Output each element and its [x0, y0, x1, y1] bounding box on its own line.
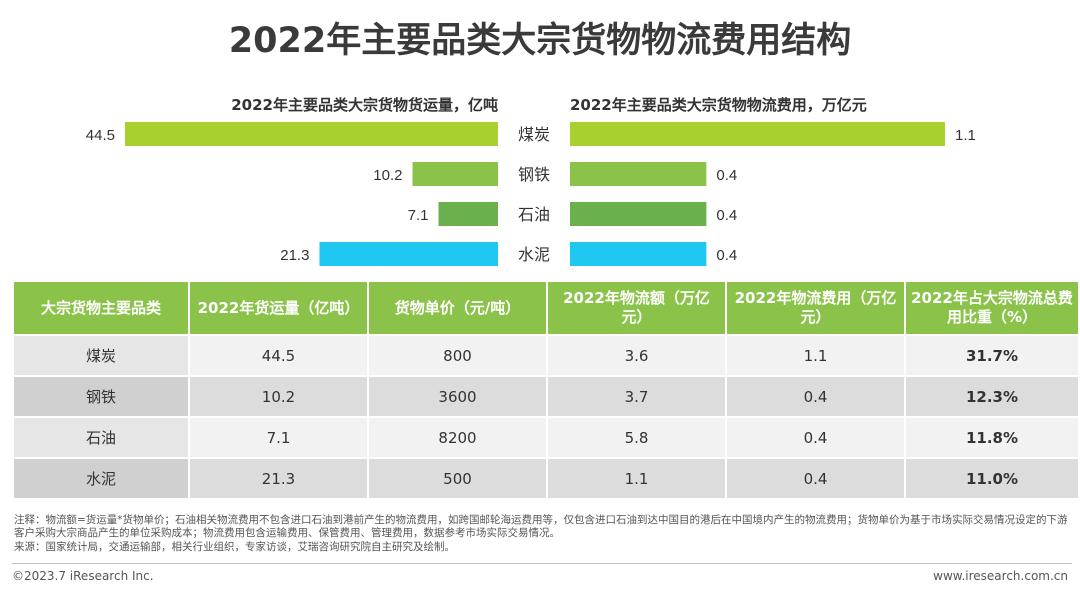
row-category: 石油	[14, 418, 188, 457]
volume-bar	[438, 202, 498, 226]
volume-bar	[412, 162, 498, 186]
header-volume: 2022年货运量（亿吨）	[190, 282, 367, 334]
header-unit-price: 货物单价（元/吨）	[369, 282, 546, 334]
website-url: www.iresearch.com.cn	[933, 569, 1068, 583]
table-row: 石油 7.1 8200 5.8 0.4 11.8%	[14, 418, 1078, 457]
volume-value-label: 7.1	[408, 207, 429, 224]
row-unit-price: 500	[369, 459, 546, 498]
row-category: 水泥	[14, 459, 188, 498]
volume-value-label: 44.5	[86, 127, 115, 144]
category-label: 石油	[518, 205, 550, 224]
row-volume: 7.1	[190, 418, 367, 457]
freight-data-table: 大宗货物主要品类 2022年货运量（亿吨） 货物单价（元/吨） 2022年物流额…	[12, 280, 1080, 500]
row-category: 煤炭	[14, 336, 188, 375]
footnotes: 注释：物流额=货运量*货物单价；石油相关物流费用不包含进口石油到港前产生的物流费…	[14, 514, 1074, 554]
table-header-row: 大宗货物主要品类 2022年货运量（亿吨） 货物单价（元/吨） 2022年物流额…	[14, 282, 1078, 334]
cost-chart-title: 2022年主要品类大宗货物物流费用，万亿元	[570, 96, 867, 114]
row-unit-price: 3600	[369, 377, 546, 416]
header-category: 大宗货物主要品类	[14, 282, 188, 334]
cost-bar	[570, 202, 707, 226]
volume-value-label: 10.2	[373, 167, 402, 184]
row-unit-price: 8200	[369, 418, 546, 457]
row-logistics-value: 3.7	[548, 377, 725, 416]
cost-value-label: 0.4	[716, 207, 737, 224]
row-logistics-cost: 0.4	[727, 418, 904, 457]
row-cost-share: 12.3%	[906, 377, 1078, 416]
row-logistics-cost: 1.1	[727, 336, 904, 375]
row-logistics-cost: 0.4	[727, 377, 904, 416]
row-cost-share: 11.0%	[906, 459, 1078, 498]
page-title: 2022年主要品类大宗货物物流费用结构	[228, 21, 852, 61]
footer-divider	[12, 563, 1072, 564]
row-unit-price: 800	[369, 336, 546, 375]
header-cost-share: 2022年占大宗物流总费用比重（%）	[906, 282, 1078, 334]
cost-value-label: 1.1	[955, 127, 976, 144]
row-logistics-value: 5.8	[548, 418, 725, 457]
cost-bar	[570, 162, 707, 186]
row-logistics-value: 3.6	[548, 336, 725, 375]
row-logistics-value: 1.1	[548, 459, 725, 498]
cost-value-label: 0.4	[716, 247, 737, 264]
category-label: 煤炭	[518, 125, 550, 144]
volume-chart-title: 2022年主要品类大宗货物货运量，亿吨	[231, 96, 498, 114]
header-logistics-cost: 2022年物流费用（万亿元）	[727, 282, 904, 334]
cost-bar	[570, 122, 945, 146]
volume-bar	[125, 122, 498, 146]
header-logistics-value: 2022年物流额（万亿元）	[548, 282, 725, 334]
copyright: ©2023.7 iResearch Inc.	[12, 569, 154, 583]
volume-bar	[319, 242, 498, 266]
row-volume: 21.3	[190, 459, 367, 498]
row-volume: 10.2	[190, 377, 367, 416]
table-row: 水泥 21.3 500 1.1 0.4 11.0%	[14, 459, 1078, 498]
row-volume: 44.5	[190, 336, 367, 375]
cost-value-label: 0.4	[716, 167, 737, 184]
table-row: 煤炭 44.5 800 3.6 1.1 31.7%	[14, 336, 1078, 375]
volume-value-label: 21.3	[280, 247, 309, 264]
table-row: 钢铁 10.2 3600 3.7 0.4 12.3%	[14, 377, 1078, 416]
category-label: 钢铁	[518, 165, 550, 184]
row-cost-share: 11.8%	[906, 418, 1078, 457]
category-label: 水泥	[518, 245, 550, 264]
butterfly-bar-chart: 44.5 煤炭 1.1 10.2 钢铁 0.4 7.1 石油 0.4 21.3 水泥 0.4	[86, 122, 976, 266]
row-category: 钢铁	[14, 377, 188, 416]
cost-bar	[570, 242, 707, 266]
source-text: 来源：国家统计局，交通运输部，相关行业组织，专家访谈，艾瑞咨询研究院自主研究及绘…	[14, 540, 455, 553]
row-logistics-cost: 0.4	[727, 459, 904, 498]
row-cost-share: 31.7%	[906, 336, 1078, 375]
notes-text: 注释：物流额=货运量*货物单价；石油相关物流费用不包含进口石油到港前产生的物流费…	[14, 514, 1068, 540]
